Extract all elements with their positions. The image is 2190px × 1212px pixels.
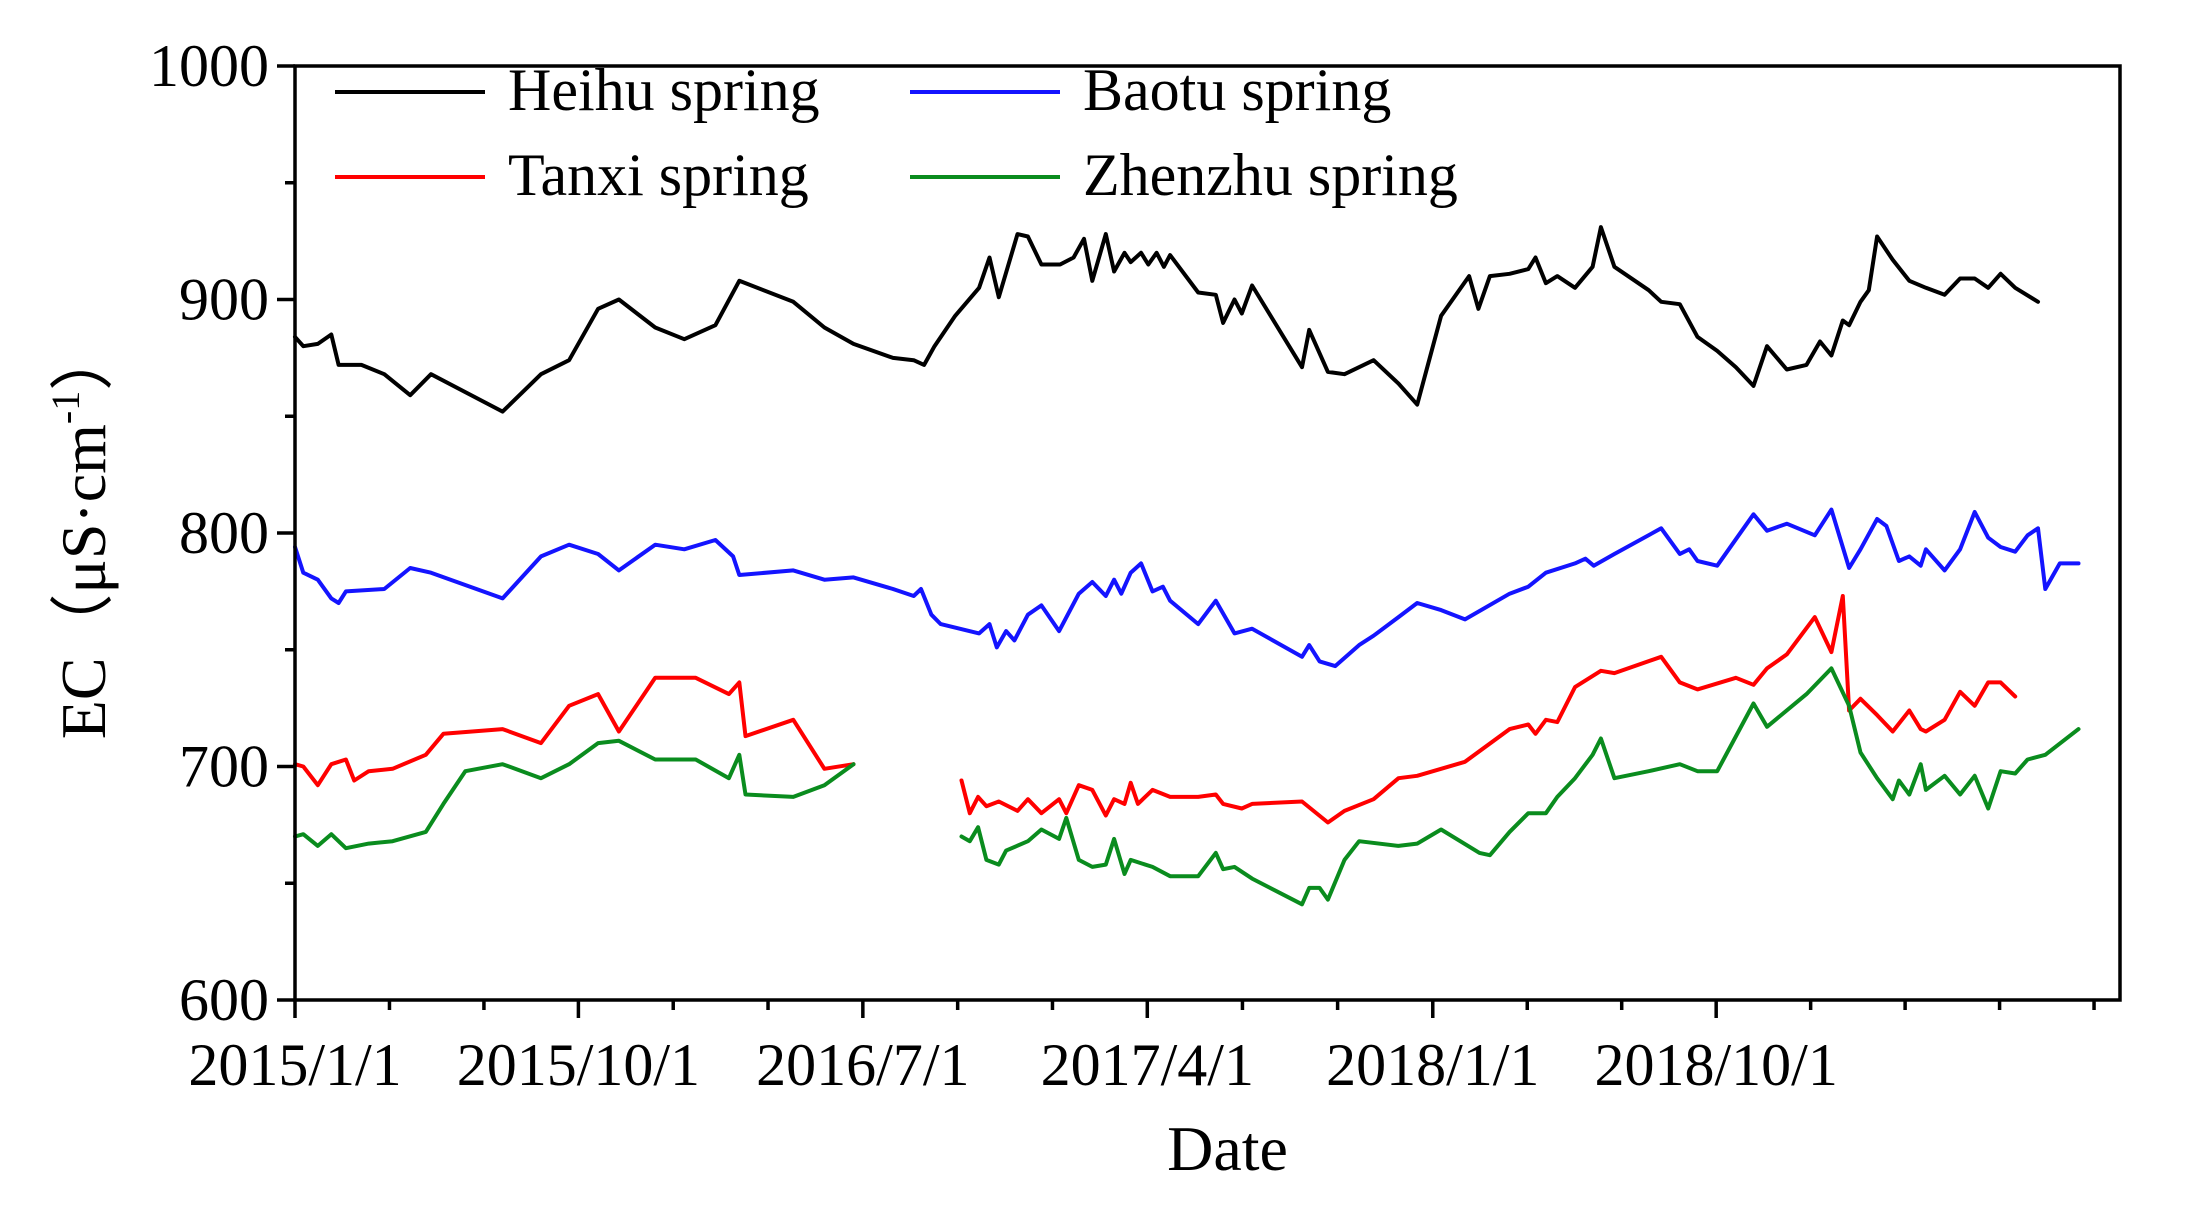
legend: Heihu spring Baotu spring Tanxi spring Zhen… bbox=[335, 57, 1458, 208]
series-line-tanxi-spring bbox=[293, 675, 856, 788]
y-tick-label: 700 bbox=[179, 734, 269, 800]
legend-label: Tanxi spring bbox=[508, 142, 809, 208]
legend-item-heihu-spring: Heihu spring bbox=[335, 57, 820, 123]
legend-item-zhenzhu-spring: Zhenzhu spring bbox=[910, 142, 1458, 208]
y-tick-label: 800 bbox=[179, 500, 269, 566]
series-line-tanxi-spring-cont bbox=[959, 594, 2018, 825]
x-tick-label: 2016/7/1 bbox=[756, 1032, 969, 1098]
y-axis-title-prefix: EC（μS·cm bbox=[48, 424, 119, 739]
legend-item-baotu-spring: Baotu spring bbox=[910, 57, 1391, 123]
series-line-baotu-spring bbox=[293, 507, 2081, 669]
x-tick-label: 2015/10/1 bbox=[457, 1032, 700, 1098]
legend-label: Heihu spring bbox=[508, 57, 820, 123]
y-axis-title-superscript: -1 bbox=[43, 391, 88, 424]
y-axis-ticks: 600 700 800 900 1000 bbox=[149, 33, 295, 1033]
y-tick-label: 1000 bbox=[149, 33, 269, 99]
y-tick-label: 600 bbox=[179, 967, 269, 1033]
x-tick-label: 2018/10/1 bbox=[1595, 1032, 1838, 1098]
legend-label: Baotu spring bbox=[1083, 57, 1391, 123]
legend-item-tanxi-spring: Tanxi spring bbox=[335, 142, 809, 208]
x-tick-label: 2017/4/1 bbox=[1041, 1032, 1254, 1098]
y-axis-title-suffix: ） bbox=[48, 327, 119, 391]
x-tick-label: 2018/1/1 bbox=[1326, 1032, 1539, 1098]
x-axis-title: Date bbox=[1167, 1113, 1288, 1184]
series-line-heihu-spring bbox=[293, 225, 2040, 414]
y-axis-title: EC（μS·cm-1） bbox=[43, 327, 119, 740]
x-axis-ticks: 2015/1/1 2015/10/1 2016/7/1 2017/4/1 2018/1/… bbox=[188, 1000, 2096, 1098]
series-line-zhenzhu-spring-cont bbox=[959, 666, 2081, 907]
series-line-zhenzhu-spring bbox=[293, 738, 856, 851]
y-tick-label: 900 bbox=[179, 267, 269, 333]
plot-series-group bbox=[293, 225, 2081, 907]
legend-label: Zhenzhu spring bbox=[1083, 142, 1458, 208]
x-tick-label: 2015/1/1 bbox=[188, 1032, 401, 1098]
